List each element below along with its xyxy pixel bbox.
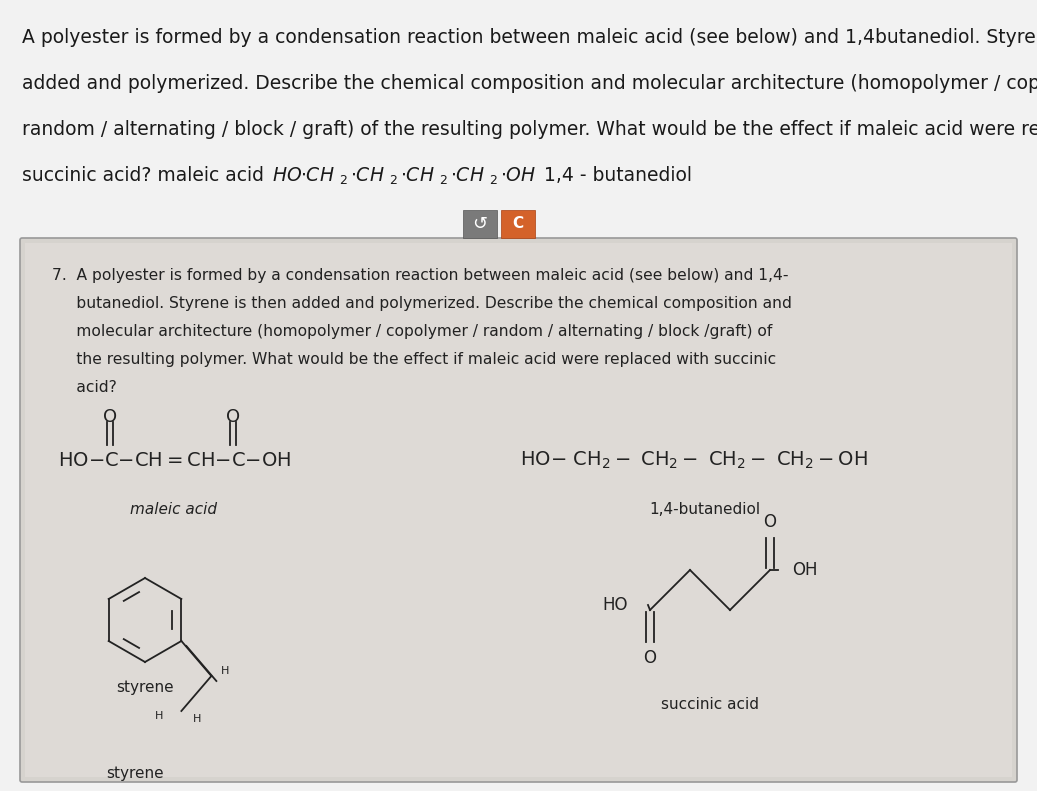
Text: random / alternating / block / graft) of the resulting polymer. What would be th: random / alternating / block / graft) of…	[22, 120, 1037, 139]
Text: HO$-$C$-$CH$=$CH$-$C$-$OH: HO$-$C$-$CH$=$CH$-$C$-$OH	[58, 451, 291, 470]
Text: $\mathit{\cdot OH}$: $\mathit{\cdot OH}$	[500, 166, 536, 185]
Text: 1,4 - butanediol: 1,4 - butanediol	[544, 166, 692, 185]
Text: A polyester is formed by a condensation reaction between maleic acid (see below): A polyester is formed by a condensation …	[22, 28, 1037, 47]
Text: $\mathit{\cdot CH}$: $\mathit{\cdot CH}$	[450, 166, 484, 185]
Text: H: H	[155, 711, 164, 721]
Bar	[463, 210, 497, 238]
Text: O: O	[226, 408, 240, 426]
Text: 1,4-butanediol: 1,4-butanediol	[649, 502, 760, 517]
Text: succinic acid: succinic acid	[661, 697, 759, 712]
Text: $\mathit{2}$: $\mathit{2}$	[389, 174, 397, 187]
Text: $\mathit{2}$: $\mathit{2}$	[439, 174, 448, 187]
Text: ↺: ↺	[473, 215, 487, 233]
Text: H: H	[193, 714, 202, 724]
Text: butanediol. Styrene is then added and polymerized. Describe the chemical composi: butanediol. Styrene is then added and po…	[52, 296, 792, 311]
Text: H: H	[221, 666, 230, 676]
Text: succinic acid? maleic acid: succinic acid? maleic acid	[22, 166, 270, 185]
Text: $\mathit{2}$: $\mathit{2}$	[489, 174, 498, 187]
FancyBboxPatch shape	[20, 238, 1017, 782]
Text: C: C	[512, 217, 524, 232]
Text: molecular architecture (homopolymer / copolymer / random / alternating / block /: molecular architecture (homopolymer / co…	[52, 324, 773, 339]
Text: styrene: styrene	[116, 680, 174, 695]
Text: O: O	[763, 513, 777, 531]
Text: O: O	[644, 649, 656, 667]
Text: HO$-$ CH$_{2}-$ CH$_{2}-$ CH$_{2}-$ CH$_{2}-$OH: HO$-$ CH$_{2}-$ CH$_{2}-$ CH$_{2}-$ CH$_…	[520, 449, 868, 471]
Text: $\mathit{2}$: $\mathit{2}$	[339, 174, 347, 187]
Text: the resulting polymer. What would be the effect if maleic acid were replaced wit: the resulting polymer. What would be the…	[52, 352, 776, 367]
Text: maleic acid: maleic acid	[130, 502, 217, 517]
Text: O: O	[103, 408, 117, 426]
Bar	[501, 210, 535, 238]
Text: $\mathit{\cdot CH}$: $\mathit{\cdot CH}$	[300, 166, 335, 185]
Text: $\mathit{HO}$: $\mathit{HO}$	[272, 166, 302, 185]
Text: $\mathit{\cdot CH}$: $\mathit{\cdot CH}$	[351, 166, 385, 185]
Text: 7.  A polyester is formed by a condensation reaction between maleic acid (see be: 7. A polyester is formed by a condensati…	[52, 268, 788, 283]
Text: OH: OH	[792, 561, 817, 579]
Text: styrene: styrene	[106, 766, 164, 781]
Text: $\mathit{\cdot CH}$: $\mathit{\cdot CH}$	[400, 166, 435, 185]
Text: added and polymerized. Describe the chemical composition and molecular architect: added and polymerized. Describe the chem…	[22, 74, 1037, 93]
Bar	[25, 243, 1012, 777]
Text: HO: HO	[602, 596, 628, 614]
Text: acid?: acid?	[52, 380, 117, 395]
